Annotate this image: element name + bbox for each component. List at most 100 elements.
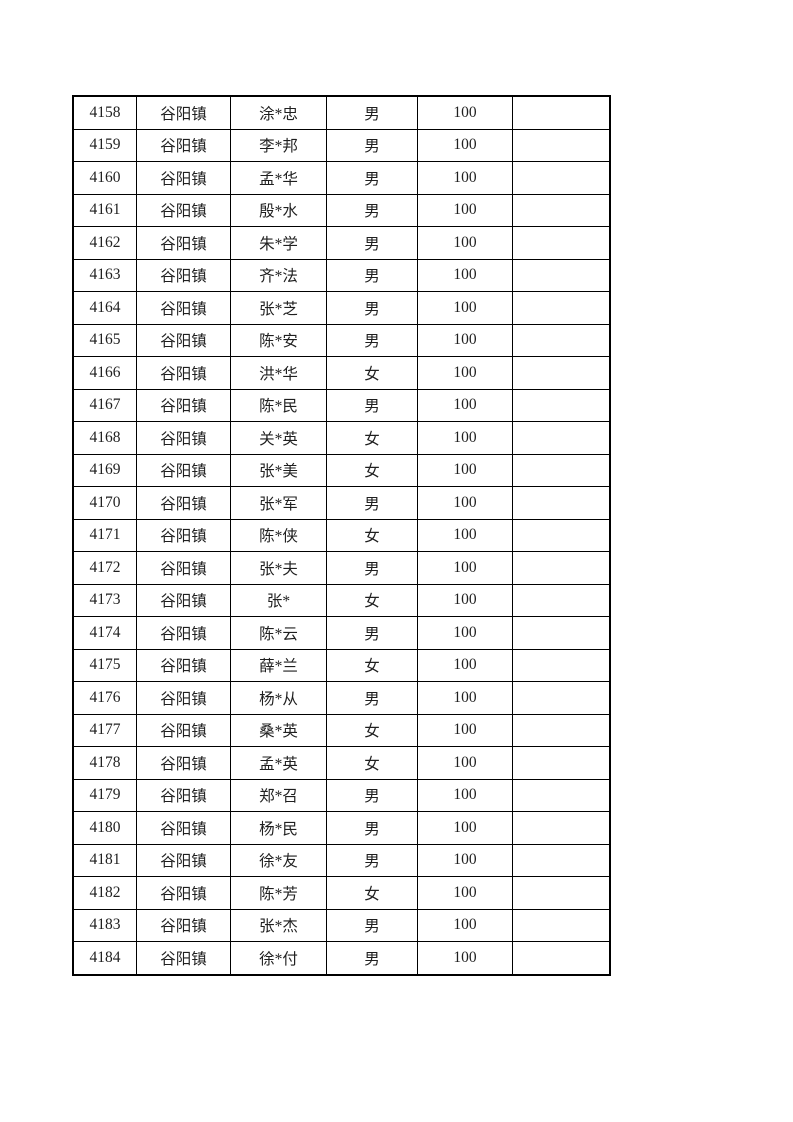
cell-seq: 4170 — [72, 486, 137, 520]
table-row: 4161 谷阳镇 殷*水男 100 — [72, 193, 611, 227]
cell-town: 谷阳镇 — [136, 258, 231, 292]
cell-note — [512, 356, 611, 390]
cell-gender: 男 — [326, 811, 418, 845]
cell-name: 陈*云 — [230, 616, 327, 650]
cell-name: 陈*民 — [230, 388, 327, 422]
cell-amount: 100 — [417, 876, 513, 910]
cell-note — [512, 291, 611, 325]
cell-name: 杨*民 — [230, 811, 327, 845]
cell-name: 桑*英 — [230, 713, 327, 747]
cell-town: 谷阳镇 — [136, 421, 231, 455]
cell-amount: 100 — [417, 95, 513, 130]
cell-town: 谷阳镇 — [136, 356, 231, 390]
table-body: 4158 谷阳镇 涂*忠男 100 4159 谷阳镇 李*邦男 100 4160 谷阳镇 孟*华男 1… — [72, 95, 611, 975]
cell-town: 谷阳镇 — [136, 583, 231, 617]
cell-town: 谷阳镇 — [136, 388, 231, 422]
table-row: 4166 谷阳镇 洪*华女 100 — [72, 356, 611, 390]
cell-town: 谷阳镇 — [136, 226, 231, 260]
cell-name: 陈*芳 — [230, 876, 327, 910]
cell-town: 谷阳镇 — [136, 843, 231, 877]
cell-amount: 100 — [417, 258, 513, 292]
table-row: 4172 谷阳镇 张*夫男 100 — [72, 551, 611, 585]
cell-gender: 女 — [326, 713, 418, 747]
table-row: 4174 谷阳镇 陈*云男 100 — [72, 616, 611, 650]
cell-amount: 100 — [417, 518, 513, 552]
cell-seq: 4181 — [72, 843, 137, 877]
cell-gender: 女 — [326, 421, 418, 455]
cell-gender: 男 — [326, 226, 418, 260]
cell-amount: 100 — [417, 713, 513, 747]
table-row: 4177 谷阳镇 桑*英女 100 — [72, 713, 611, 747]
cell-town: 谷阳镇 — [136, 453, 231, 487]
cell-note — [512, 128, 611, 162]
cell-town: 谷阳镇 — [136, 778, 231, 812]
cell-name: 齐*法 — [230, 258, 327, 292]
cell-note — [512, 713, 611, 747]
table-row: 4159 谷阳镇 李*邦男 100 — [72, 128, 611, 162]
cell-town: 谷阳镇 — [136, 713, 231, 747]
cell-amount: 100 — [417, 778, 513, 812]
cell-note — [512, 908, 611, 942]
cell-seq: 4173 — [72, 583, 137, 617]
cell-name: 张*杰 — [230, 908, 327, 942]
cell-town: 谷阳镇 — [136, 616, 231, 650]
table-row: 4169 谷阳镇 张*美女 100 — [72, 453, 611, 487]
cell-amount: 100 — [417, 583, 513, 617]
table-row: 4180 谷阳镇 杨*民男 100 — [72, 811, 611, 845]
table-row: 4181 谷阳镇 徐*友男 100 — [72, 843, 611, 877]
cell-town: 谷阳镇 — [136, 681, 231, 715]
cell-note — [512, 746, 611, 780]
cell-gender: 男 — [326, 95, 418, 130]
cell-amount: 100 — [417, 193, 513, 227]
cell-seq: 4164 — [72, 291, 137, 325]
cell-gender: 男 — [326, 323, 418, 357]
table-row: 4168 谷阳镇 关*英女 100 — [72, 421, 611, 455]
cell-name: 朱*学 — [230, 226, 327, 260]
table-row: 4170 谷阳镇 张*军男 100 — [72, 486, 611, 520]
cell-note — [512, 778, 611, 812]
cell-name: 陈*侠 — [230, 518, 327, 552]
cell-gender: 男 — [326, 616, 418, 650]
cell-name: 张*美 — [230, 453, 327, 487]
cell-amount: 100 — [417, 811, 513, 845]
cell-town: 谷阳镇 — [136, 908, 231, 942]
cell-note — [512, 258, 611, 292]
cell-amount: 100 — [417, 291, 513, 325]
cell-gender: 男 — [326, 778, 418, 812]
cell-seq: 4159 — [72, 128, 137, 162]
cell-note — [512, 323, 611, 357]
cell-seq: 4169 — [72, 453, 137, 487]
cell-amount: 100 — [417, 453, 513, 487]
cell-seq: 4172 — [72, 551, 137, 585]
table-row: 4162 谷阳镇 朱*学男 100 — [72, 226, 611, 260]
cell-name: 殷*水 — [230, 193, 327, 227]
cell-seq: 4175 — [72, 648, 137, 682]
cell-town: 谷阳镇 — [136, 551, 231, 585]
cell-amount: 100 — [417, 941, 513, 975]
cell-town: 谷阳镇 — [136, 648, 231, 682]
cell-seq: 4178 — [72, 746, 137, 780]
cell-seq: 4184 — [72, 941, 137, 975]
cell-amount: 100 — [417, 551, 513, 585]
cell-name: 涂*忠 — [230, 95, 327, 130]
cell-gender: 女 — [326, 648, 418, 682]
cell-amount: 100 — [417, 908, 513, 942]
cell-name: 徐*友 — [230, 843, 327, 877]
cell-name: 郑*召 — [230, 778, 327, 812]
cell-town: 谷阳镇 — [136, 746, 231, 780]
cell-town: 谷阳镇 — [136, 941, 231, 975]
cell-gender: 男 — [326, 388, 418, 422]
cell-seq: 4160 — [72, 161, 137, 195]
cell-gender: 男 — [326, 843, 418, 877]
cell-gender: 女 — [326, 746, 418, 780]
cell-amount: 100 — [417, 843, 513, 877]
recipient-roster-table: 4158 谷阳镇 涂*忠男 100 4159 谷阳镇 李*邦男 100 4160 谷阳镇 孟*华男 1… — [72, 95, 611, 976]
cell-note — [512, 518, 611, 552]
cell-seq: 4167 — [72, 388, 137, 422]
table-row: 4184 谷阳镇 徐*付男 100 — [72, 941, 611, 975]
cell-town: 谷阳镇 — [136, 518, 231, 552]
cell-name: 孟*英 — [230, 746, 327, 780]
cell-name: 张*芝 — [230, 291, 327, 325]
cell-note — [512, 681, 611, 715]
cell-gender: 男 — [326, 258, 418, 292]
